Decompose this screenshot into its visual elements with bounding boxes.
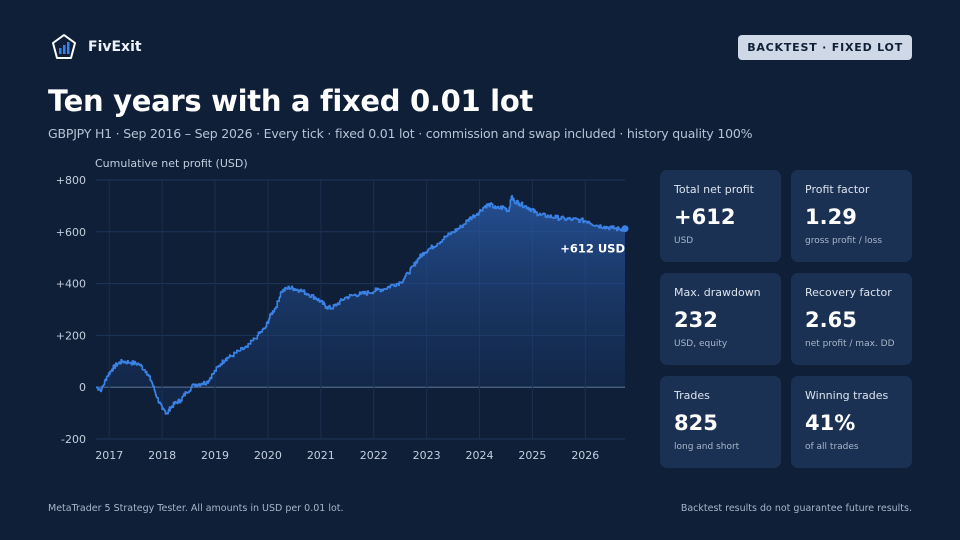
profit-line xyxy=(95,194,626,415)
stat-sub: gross profit / loss xyxy=(805,236,883,246)
stat-label: Total net profit xyxy=(674,183,754,196)
y-tick-label: +800 xyxy=(56,174,86,187)
footer-note: MetaTrader 5 Strategy Tester. All amount… xyxy=(48,503,344,514)
stat-card-trades: Trades 825 long and short xyxy=(660,376,781,468)
footer-disclaimer: Backtest results do not guarantee future… xyxy=(680,503,912,514)
stat-sub: of all trades xyxy=(805,442,859,452)
end-point-marker xyxy=(621,225,629,233)
profit-chart-svg: Cumulative net profit (USD) +800 +600 +400 +… xyxy=(56,157,629,462)
x-tick-label: 2020 xyxy=(254,449,282,462)
x-tick-label: 2022 xyxy=(360,449,388,462)
x-tick-label: 2017 xyxy=(95,449,123,462)
y-tick-label: +600 xyxy=(56,226,86,239)
pentagon-chart-logo-icon xyxy=(52,34,76,59)
y-tick-label: +200 xyxy=(56,329,86,342)
stat-value: 825 xyxy=(674,411,718,435)
stat-sub: USD, equity xyxy=(674,339,728,349)
stat-card-max-drawdown: Max. drawdown 232 USD, equity xyxy=(660,273,781,365)
x-tick-label: 2018 xyxy=(148,449,176,462)
backtest-badge: BACKTEST · FIXED LOT xyxy=(738,35,912,60)
stat-label: Winning trades xyxy=(805,389,889,402)
stat-sub: USD xyxy=(674,236,694,246)
stat-value: 1.29 xyxy=(805,205,857,229)
y-tick-label: 0 xyxy=(79,381,86,394)
x-tick-label: 2021 xyxy=(307,449,335,462)
stat-card-profit-factor: Profit factor 1.29 gross profit / loss xyxy=(791,170,912,262)
stat-sub: net profit / max. DD xyxy=(805,339,895,349)
page-title: Ten years with a fixed 0.01 lot xyxy=(48,84,534,118)
stat-value: 41% xyxy=(805,411,856,435)
stat-label: Profit factor xyxy=(805,183,870,196)
brand-name: FivExit xyxy=(88,39,142,55)
stat-label: Trades xyxy=(674,389,710,402)
stat-card-recovery-factor: Recovery factor 2.65 net profit / max. D… xyxy=(791,273,912,365)
stat-value: 232 xyxy=(674,308,718,332)
stat-label: Recovery factor xyxy=(805,286,892,299)
x-tick-label: 2023 xyxy=(413,449,441,462)
stat-value: 2.65 xyxy=(805,308,857,332)
profit-area xyxy=(96,195,625,414)
page-subtitle: GBPJPY H1 · Sep 2016 – Sep 2026 · Every … xyxy=(48,126,753,141)
y-tick-label: -200 xyxy=(61,433,86,446)
end-value-label: +612 USD xyxy=(560,242,625,256)
x-tick-label: 2024 xyxy=(466,449,494,462)
stat-card-net-profit: Total net profit +612 USD xyxy=(660,170,781,262)
stat-value: +612 xyxy=(674,205,736,229)
stat-card-winning-trades: Winning trades 41% of all trades xyxy=(791,376,912,468)
stats-cards: Total net profit +612 USD Profit factor … xyxy=(660,170,912,468)
stat-sub: long and short xyxy=(674,442,740,452)
x-tick-label: 2019 xyxy=(201,449,229,462)
brand: FivExit xyxy=(51,33,142,61)
x-tick-label: 2026 xyxy=(571,449,599,462)
stat-label: Max. drawdown xyxy=(674,286,761,299)
y-axis-label: Cumulative net profit (USD) xyxy=(95,157,248,170)
x-tick-label: 2025 xyxy=(518,449,546,462)
y-tick-label: +400 xyxy=(56,278,86,291)
profit-chart: Cumulative net profit (USD) +800 +600 +400 +… xyxy=(40,152,640,470)
